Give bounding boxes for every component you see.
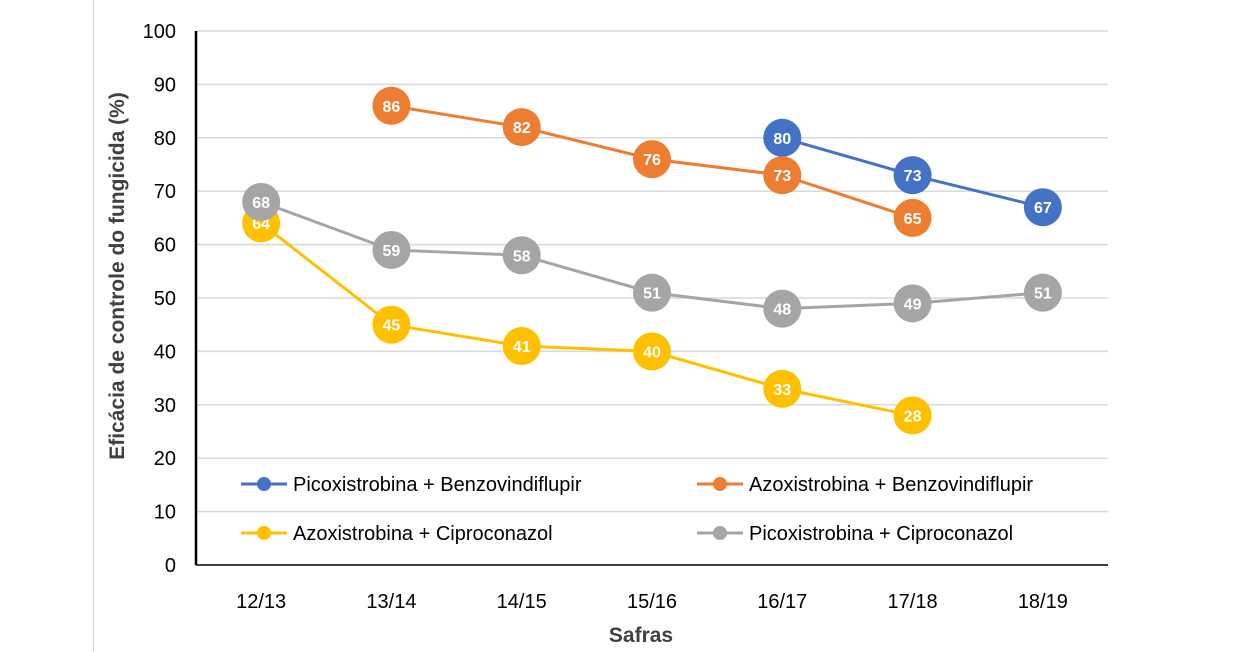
series-3: 64 45 41 40 33 28 bbox=[242, 204, 932, 435]
y-tick-label-10: 10 bbox=[154, 502, 176, 524]
legend-label-4: Picoxistrobina + Ciproconazol bbox=[749, 523, 1013, 545]
y-tick-label-100: 100 bbox=[143, 21, 176, 43]
series-2-data-label-4: 73 bbox=[773, 168, 791, 185]
series-4-data-label-1: 59 bbox=[383, 243, 401, 260]
series-3-line bbox=[260, 222, 913, 417]
series-4-point-5 bbox=[893, 284, 932, 323]
y-tick-label-0: 0 bbox=[165, 555, 176, 577]
series-4-point-0 bbox=[242, 182, 281, 221]
y-tick-label-20: 20 bbox=[154, 448, 176, 470]
y-tick-label-60: 60 bbox=[154, 235, 176, 257]
series-4-point-3 bbox=[633, 273, 671, 312]
series-2-data-label-2: 82 bbox=[513, 120, 531, 137]
series-4-point-2 bbox=[502, 236, 541, 275]
series-4: 68 59 58 51 48 49 51 bbox=[242, 182, 1062, 328]
series-4-data-label-3: 51 bbox=[643, 286, 661, 303]
y-tick-label-40: 40 bbox=[154, 341, 176, 363]
series-1-point-5 bbox=[893, 156, 932, 195]
series-2: 86 82 76 73 65 bbox=[372, 86, 932, 237]
legend-label-2: Azoxistrobina + Benzovindiflupir bbox=[749, 474, 1033, 496]
x-tick-label-14-15: 14/15 bbox=[497, 591, 547, 613]
x-tick-label-15-16: 15/16 bbox=[627, 591, 677, 613]
x-tick-label-17-18: 17/18 bbox=[888, 591, 938, 613]
series-1-point-6 bbox=[1023, 188, 1062, 227]
series-4-data-label-4: 48 bbox=[773, 302, 791, 319]
x-tick-labels: 12/13 13/14 14/15 15/16 16/17 17/18 18/19 bbox=[236, 591, 1068, 613]
series-3-data-label-4: 33 bbox=[773, 382, 791, 399]
series-3-point-1 bbox=[372, 305, 411, 344]
legend-label-1: Picoxistrobina + Benzovindiflupir bbox=[293, 474, 582, 496]
series-4-data-label-0: 68 bbox=[252, 195, 270, 212]
y-tick-label-80: 80 bbox=[154, 128, 176, 150]
series-2-data-label-3: 76 bbox=[643, 152, 661, 169]
legend-marker-4 bbox=[713, 526, 727, 540]
series-4-point-4 bbox=[763, 289, 802, 328]
series-4-point-1 bbox=[372, 230, 411, 269]
series-3-data-label-3: 40 bbox=[643, 344, 661, 361]
legend-item-3: Azoxistrobina + Ciproconazol bbox=[241, 523, 553, 545]
series-3-data-label-0: 64 bbox=[252, 216, 270, 233]
page-divider-line bbox=[93, 0, 94, 652]
series-1-data-label-6: 67 bbox=[1034, 200, 1052, 217]
series-3-point-2 bbox=[502, 327, 541, 366]
series-1-data-label-5: 73 bbox=[904, 168, 922, 185]
series-2-point-5 bbox=[893, 198, 932, 237]
legend-label-3: Azoxistrobina + Ciproconazol bbox=[293, 523, 553, 545]
series-1-data-label-4: 80 bbox=[773, 131, 791, 148]
series-layer: 80 73 67 86 82 76 73 65 64 45 41 40 33 28 68 59 58 51 48 49… bbox=[242, 86, 1062, 435]
series-4-data-label-6: 51 bbox=[1034, 286, 1052, 303]
legend-item-1: Picoxistrobina + Benzovindiflupir bbox=[241, 474, 582, 496]
y-tick-label-70: 70 bbox=[154, 181, 176, 203]
legend-marker-1 bbox=[257, 477, 271, 491]
series-3-point-3 bbox=[633, 332, 671, 371]
gridlines bbox=[196, 30, 1108, 513]
x-tick-label-16-17: 16/17 bbox=[757, 591, 807, 613]
y-tick-label-30: 30 bbox=[154, 395, 176, 417]
axes bbox=[194, 31, 1108, 566]
series-3-data-label-1: 45 bbox=[383, 318, 401, 335]
series-2-point-2 bbox=[502, 108, 541, 147]
legend: Picoxistrobina + Benzovindiflupir Azoxist… bbox=[241, 474, 1033, 545]
series-2-data-label-5: 65 bbox=[904, 211, 922, 228]
legend-marker-3 bbox=[257, 526, 271, 540]
series-2-data-label-1: 86 bbox=[383, 99, 401, 116]
x-tick-label-13-14: 13/14 bbox=[366, 591, 416, 613]
series-2-point-4 bbox=[763, 156, 802, 195]
legend-marker-2 bbox=[713, 477, 727, 491]
y-tick-label-90: 90 bbox=[154, 74, 176, 96]
y-tick-labels: 0 10 20 30 40 50 60 70 80 90 100 bbox=[143, 21, 176, 577]
series-3-data-label-2: 41 bbox=[513, 339, 531, 356]
legend-item-2: Azoxistrobina + Benzovindiflupir bbox=[697, 474, 1033, 496]
legend-item-4: Picoxistrobina + Ciproconazol bbox=[697, 523, 1013, 545]
series-3-data-label-5: 28 bbox=[904, 408, 922, 425]
x-tick-label-12-13: 12/13 bbox=[236, 591, 286, 613]
series-4-point-6 bbox=[1023, 273, 1062, 312]
y-axis-title: Eficácia de controle do fungicida (%) bbox=[106, 92, 129, 460]
series-4-data-label-2: 58 bbox=[513, 248, 531, 265]
series-1-point-4 bbox=[763, 118, 802, 157]
series-3-point-4 bbox=[763, 369, 802, 408]
y-tick-label-50: 50 bbox=[154, 288, 176, 310]
series-3-point-5 bbox=[893, 396, 932, 435]
series-1: 80 73 67 bbox=[763, 118, 1062, 227]
series-2-point-1 bbox=[372, 86, 411, 125]
series-2-point-3 bbox=[633, 140, 671, 179]
x-axis-title: Safras bbox=[609, 624, 673, 647]
series-4-data-label-5: 49 bbox=[904, 296, 922, 313]
x-tick-label-18-19: 18/19 bbox=[1018, 591, 1068, 613]
